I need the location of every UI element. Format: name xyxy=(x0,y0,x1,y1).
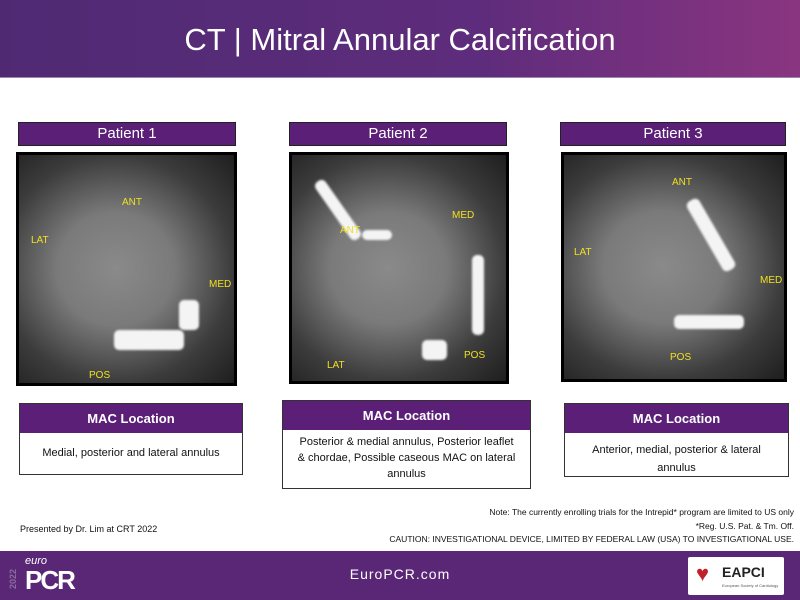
patient-3-header: Patient 3 xyxy=(560,122,786,146)
presenter-credit: Presented by Dr. Lim at CRT 2022 xyxy=(20,524,158,534)
title-bar: CT | Mitral Annular Calcification xyxy=(0,0,800,78)
note-line-2: *Reg. U.S. Pat. & Tm. Off. xyxy=(695,521,794,531)
label-med: MED xyxy=(452,210,475,221)
note-line-1: Note: The currently enrolling trials for… xyxy=(489,507,794,517)
label-lat: LAT xyxy=(31,235,49,246)
label-pos: POS xyxy=(670,352,692,363)
mac-text: Anterior, medial, posterior & lateral an… xyxy=(592,444,761,474)
mac-location-box-3: MAC Location Anterior, medial, posterior… xyxy=(564,403,789,477)
heart-icon: ♥ xyxy=(696,561,710,586)
mac-header: MAC Location xyxy=(283,401,530,430)
label-ant: ANT xyxy=(122,197,142,208)
label-ant: ANT xyxy=(672,177,692,188)
label-pos: POS xyxy=(89,370,111,381)
ct-image-patient-1: ANT LAT MED POS xyxy=(16,152,237,386)
mac-text: Medial, posterior and lateral annulus xyxy=(42,447,220,459)
patient-1-header: Patient 1 xyxy=(18,122,236,146)
ct-image-patient-3: ANT LAT MED POS xyxy=(561,152,787,382)
label-lat: LAT xyxy=(327,360,345,371)
patient-2-header: Patient 2 xyxy=(289,122,507,146)
mac-header: MAC Location xyxy=(565,404,788,433)
label-pos: POS xyxy=(464,350,486,361)
eapci-logo: ♥ EAPCI European Society of Cardiology xyxy=(688,557,784,595)
label-med: MED xyxy=(209,279,232,290)
label-med: MED xyxy=(760,275,783,286)
europcr-link[interactable]: EuroPCR.com xyxy=(349,566,451,582)
label-lat: LAT xyxy=(574,247,592,258)
note-line-3: CAUTION: INVESTIGATIONAL DEVICE, LIMITED… xyxy=(389,534,794,544)
mac-text: Posterior & medial annulus, Posterior le… xyxy=(297,436,516,480)
mac-location-box-1: MAC Location Medial, posterior and later… xyxy=(19,403,243,475)
mac-header: MAC Location xyxy=(20,404,242,433)
mac-location-box-2: MAC Location Posterior & medial annulus,… xyxy=(282,400,531,489)
ct-image-patient-2: ANT MED LAT POS xyxy=(289,152,509,384)
footer: 2022 euro PCR EuroPCR.com ♥ EAPCI Europe… xyxy=(0,551,800,600)
label-ant: ANT xyxy=(340,225,360,236)
slide-title: CT | Mitral Annular Calcification xyxy=(184,22,616,57)
